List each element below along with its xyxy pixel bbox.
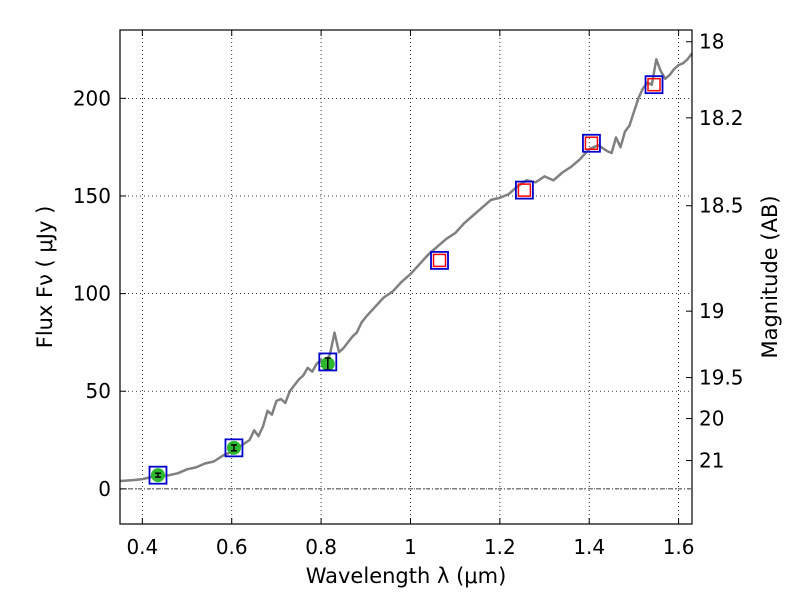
- x-tick-label: 1.6: [663, 535, 695, 559]
- y2-tick-label: 18: [699, 30, 724, 54]
- y-tick-label: 0: [98, 477, 111, 501]
- y2-tick-label: 21: [699, 449, 724, 473]
- model-point: [584, 136, 599, 150]
- synthetic-point: [148, 465, 168, 485]
- y-tick-label: 100: [73, 282, 111, 306]
- model-point: [647, 77, 661, 92]
- y2-axis-title: Magnitude (AB): [758, 195, 782, 358]
- model-point: [432, 253, 447, 268]
- x-tick-label: 1.2: [484, 535, 516, 559]
- y2-tick-label: 18.2: [699, 106, 744, 130]
- y-tick-label: 50: [86, 379, 111, 403]
- y2-tick-label: 18.5: [699, 194, 744, 218]
- x-tick-label: 0.6: [216, 535, 248, 559]
- synthetic-point: [644, 75, 664, 95]
- x-tick-label: 0.8: [305, 535, 337, 559]
- x-tick-label: 1: [404, 535, 417, 559]
- synthetic-point: [582, 133, 601, 153]
- synthetic-point: [318, 352, 338, 372]
- y2-tick-label: 20: [699, 407, 724, 431]
- y-axis-title: Flux Fν ( μJy ): [33, 206, 57, 349]
- synthetic-point: [515, 180, 534, 200]
- synthetic-point: [430, 251, 449, 270]
- synthetic-point: [224, 438, 244, 458]
- x-tick-label: 0.4: [126, 535, 158, 559]
- y2-axis-ticks: 18 18.2 18.5 19 19.5 20 21: [686, 30, 744, 473]
- y2-tick-label: 19: [699, 299, 724, 323]
- plot-frame: [119, 29, 693, 525]
- data-layer: [119, 52, 693, 485]
- y2-tick-label: 19.5: [699, 366, 744, 390]
- y-axis-ticks: 0 50 100 150 200: [73, 86, 126, 501]
- x-axis-ticks: 0.4 0.6 0.8 1 1.2 1.4 1.6: [126, 30, 695, 559]
- grid-lines: [120, 30, 692, 524]
- model-point: [517, 183, 532, 197]
- y-tick-label: 200: [73, 86, 111, 110]
- x-axis-title: Wavelength λ (μm): [306, 564, 507, 588]
- x-tick-label: 1.4: [573, 535, 605, 559]
- y-tick-label: 150: [73, 184, 111, 208]
- spectrum-line: [119, 52, 693, 483]
